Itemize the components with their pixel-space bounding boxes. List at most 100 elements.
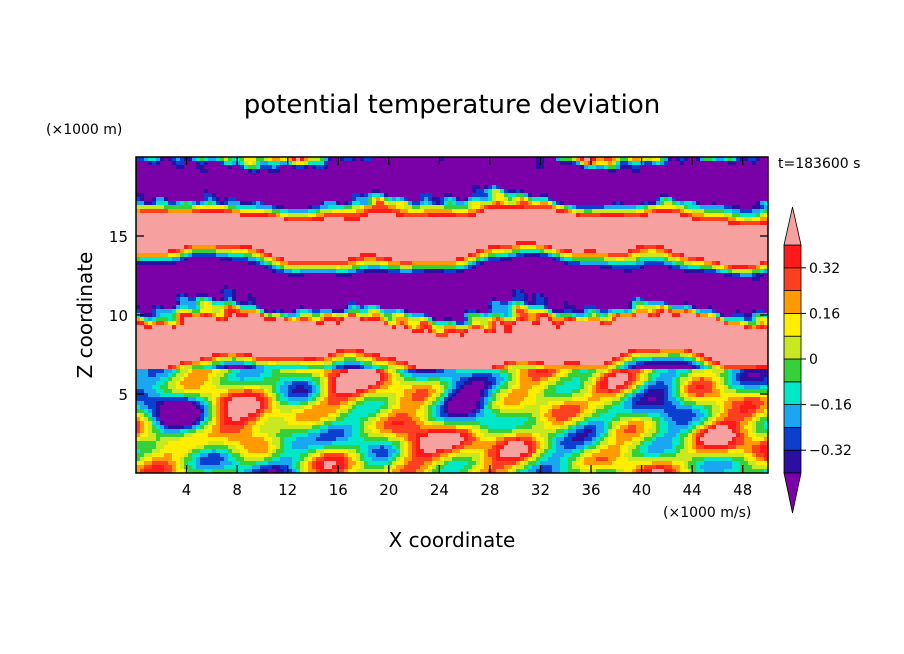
field-cell	[496, 177, 501, 182]
field-cell	[756, 205, 761, 210]
field-cell	[628, 169, 633, 174]
field-cell	[268, 249, 273, 254]
field-cell	[624, 241, 629, 246]
field-cell	[360, 185, 365, 190]
field-cell	[676, 277, 681, 282]
field-cell	[456, 177, 461, 182]
field-cell	[592, 241, 597, 246]
field-cell	[348, 233, 353, 238]
field-cell	[500, 201, 505, 206]
field-cell	[328, 245, 333, 250]
field-cell	[236, 257, 241, 262]
field-cell	[568, 197, 573, 202]
field-cell	[440, 257, 445, 262]
field-cell	[764, 217, 768, 222]
field-cell	[204, 169, 209, 174]
field-cell	[440, 193, 445, 198]
field-cell	[588, 257, 593, 262]
field-cell	[152, 249, 157, 254]
field-cell	[416, 161, 421, 166]
field-cell	[448, 189, 453, 194]
field-cell	[288, 233, 293, 238]
field-cell	[392, 253, 397, 258]
field-cell	[388, 229, 393, 234]
field-cell	[464, 257, 469, 262]
field-cell	[216, 269, 221, 274]
field-cell	[244, 165, 249, 170]
field-cell	[620, 253, 625, 258]
field-cell	[748, 241, 753, 246]
field-cell	[592, 261, 597, 266]
field-cell	[512, 209, 517, 214]
field-cell	[512, 265, 517, 270]
field-cell	[336, 253, 341, 258]
field-cell	[548, 269, 553, 274]
field-cell	[156, 205, 161, 210]
field-cell	[524, 249, 529, 254]
field-cell	[712, 233, 717, 238]
field-cell	[708, 193, 713, 198]
field-cell	[528, 265, 533, 270]
field-cell	[244, 265, 249, 270]
field-cell	[284, 173, 289, 178]
field-cell	[660, 261, 665, 266]
field-cell	[308, 209, 313, 214]
field-cell	[516, 169, 521, 174]
field-cell	[452, 177, 457, 182]
field-cell	[680, 209, 685, 214]
field-cell	[396, 241, 401, 246]
field-cell	[600, 253, 605, 258]
field-cell	[492, 277, 497, 282]
field-cell	[212, 161, 217, 166]
field-cell	[148, 197, 153, 202]
field-cell	[376, 197, 381, 202]
field-cell	[660, 225, 665, 230]
field-cell	[556, 177, 561, 182]
field-cell	[364, 197, 369, 202]
field-cell	[660, 177, 665, 182]
field-cell	[148, 265, 153, 270]
field-cell	[536, 225, 541, 230]
field-cell	[764, 225, 768, 230]
field-cell	[528, 197, 533, 202]
field-cell	[584, 173, 589, 178]
field-cell	[300, 157, 305, 162]
field-cell	[220, 269, 225, 274]
field-cell	[588, 273, 593, 278]
field-cell	[404, 197, 409, 202]
field-cell	[628, 197, 633, 202]
field-cell	[336, 169, 341, 174]
field-cell	[628, 237, 633, 242]
field-cell	[756, 221, 761, 226]
field-cell	[684, 177, 689, 182]
field-cell	[744, 225, 749, 230]
field-cell	[608, 265, 613, 270]
field-cell	[540, 189, 545, 194]
field-cell	[716, 201, 721, 206]
field-cell	[452, 173, 457, 178]
field-cell	[692, 217, 697, 222]
field-cell	[328, 225, 333, 230]
field-cell	[660, 241, 665, 246]
field-cell	[744, 273, 749, 278]
field-cell	[416, 205, 421, 210]
field-cell	[548, 165, 553, 170]
field-cell	[140, 213, 145, 218]
field-cell	[720, 193, 725, 198]
field-cell	[696, 233, 701, 238]
field-cell	[500, 273, 505, 278]
field-cell	[656, 189, 661, 194]
field-cell	[764, 185, 768, 190]
field-cell	[356, 169, 361, 174]
field-cell	[136, 241, 141, 246]
field-cell	[720, 213, 725, 218]
field-cell	[492, 201, 497, 206]
field-cell	[640, 221, 645, 226]
field-cell	[540, 169, 545, 174]
field-cell	[552, 201, 557, 206]
field-cell	[324, 173, 329, 178]
field-cell	[532, 197, 537, 202]
field-cell	[716, 277, 721, 282]
field-cell	[688, 237, 693, 242]
field-cell	[236, 217, 241, 222]
